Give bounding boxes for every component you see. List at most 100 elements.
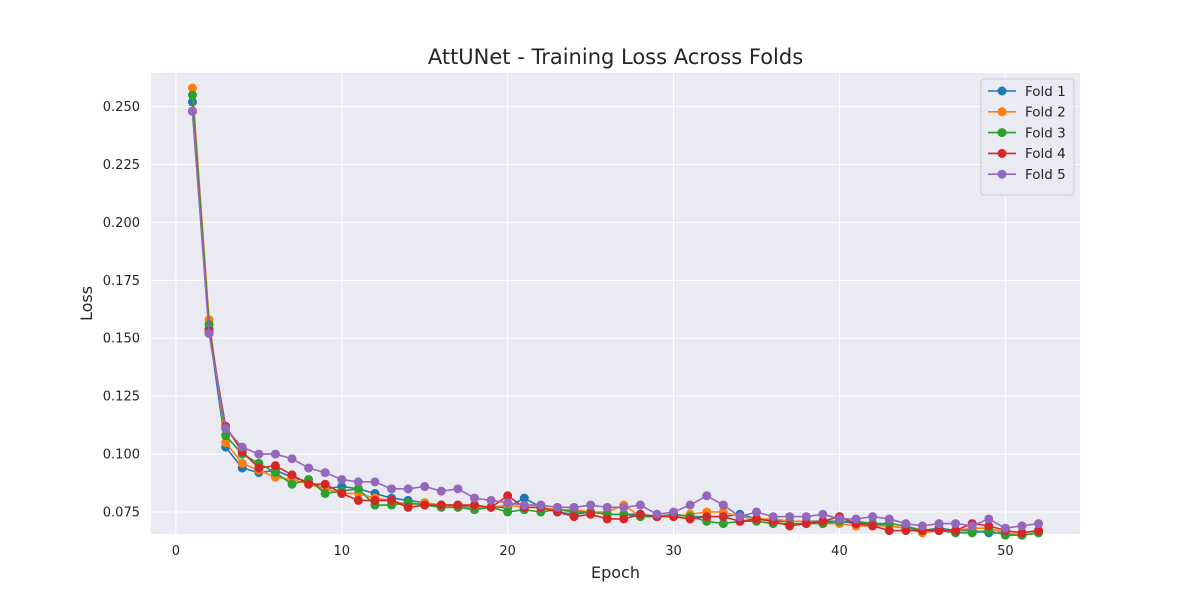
data-point [469, 493, 479, 503]
data-point [453, 500, 463, 510]
data-point [884, 514, 894, 524]
data-point [287, 479, 297, 489]
data-point [702, 491, 712, 501]
data-point [685, 514, 695, 524]
x-tick-label: 10 [334, 544, 351, 559]
y-tick-label: 0.175 [103, 274, 140, 289]
data-point [270, 468, 280, 478]
data-point [967, 521, 977, 531]
data-point [785, 512, 795, 522]
legend-marker [997, 128, 1007, 138]
data-point [221, 424, 231, 434]
data-point [569, 512, 579, 522]
legend-marker [997, 169, 1007, 179]
data-point [868, 521, 878, 531]
data-point [403, 484, 413, 494]
data-point [602, 502, 612, 512]
data-point [901, 519, 911, 529]
series-layer [187, 83, 1044, 540]
data-point [851, 514, 861, 524]
series-line [191, 88, 1039, 536]
data-point [270, 461, 280, 471]
data-point [469, 500, 479, 510]
data-point [1000, 523, 1010, 533]
data-point [420, 482, 430, 492]
data-point [536, 500, 546, 510]
data-point [752, 507, 762, 517]
y-tick-label: 0.100 [103, 448, 140, 463]
legend-item: Fold 5 [988, 167, 1066, 183]
data-point [801, 512, 811, 522]
y-tick-label: 0.150 [103, 332, 140, 347]
series-line [191, 111, 1039, 534]
legend-label: Fold 2 [1025, 105, 1066, 121]
data-point [718, 512, 728, 522]
data-point [187, 83, 197, 93]
data-point [984, 521, 994, 531]
data-point [204, 329, 214, 339]
legend-item: Fold 3 [988, 125, 1066, 141]
data-point [1034, 526, 1044, 536]
y-tick-label: 0.225 [103, 158, 140, 173]
series-line [191, 111, 1039, 530]
data-point [486, 502, 496, 512]
data-point [718, 519, 728, 529]
data-point [353, 495, 363, 505]
y-tick-label: 0.125 [103, 390, 140, 405]
data-point [403, 502, 413, 512]
data-point [436, 486, 446, 496]
data-point [337, 488, 347, 498]
x-tick-label: 50 [997, 544, 1014, 559]
data-point [436, 500, 446, 510]
data-point [552, 502, 562, 512]
legend-marker [997, 107, 1007, 117]
data-point [752, 514, 762, 524]
data-point [934, 526, 944, 536]
data-point [503, 507, 513, 517]
data-point [420, 500, 430, 510]
data-point [387, 495, 397, 505]
data-point [370, 495, 380, 505]
data-point [320, 479, 330, 489]
data-point [735, 512, 745, 522]
data-point [934, 519, 944, 529]
legend-marker [997, 86, 1007, 96]
data-point [685, 500, 695, 510]
data-point [917, 521, 927, 531]
data-point [652, 509, 662, 519]
x-axis-label: Epoch [591, 563, 640, 582]
plot-area-background [151, 73, 1080, 534]
data-point [221, 437, 231, 447]
data-point [619, 514, 629, 524]
data-point [453, 484, 463, 494]
legend-label: Fold 3 [1025, 125, 1066, 141]
data-point [320, 468, 330, 478]
data-point [569, 502, 579, 512]
series-line [191, 94, 1039, 536]
x-tick-label: 40 [831, 544, 848, 559]
legend: Fold 1 Fold 2 Fold 3 Fold 4 Fold 5 [980, 78, 1075, 196]
x-tick-label: 20 [499, 544, 516, 559]
data-point [586, 500, 596, 510]
data-point [951, 526, 961, 536]
data-point [353, 477, 363, 487]
x-tick-label: 0 [172, 544, 180, 559]
data-point [818, 509, 828, 519]
data-point [370, 477, 380, 487]
data-point [1017, 521, 1027, 531]
data-point [221, 431, 231, 441]
legend-item: Fold 2 [988, 105, 1066, 121]
data-point [503, 498, 513, 508]
data-point [768, 512, 778, 522]
data-point [237, 458, 247, 468]
data-point [1017, 528, 1027, 538]
y-tick-label: 0.075 [103, 505, 140, 520]
data-point [519, 500, 529, 510]
data-point [834, 514, 844, 524]
data-point [785, 521, 795, 531]
legend-item: Fold 1 [988, 84, 1066, 100]
data-point [254, 463, 264, 473]
y-tick-label: 0.200 [103, 216, 140, 231]
data-point [702, 512, 712, 522]
